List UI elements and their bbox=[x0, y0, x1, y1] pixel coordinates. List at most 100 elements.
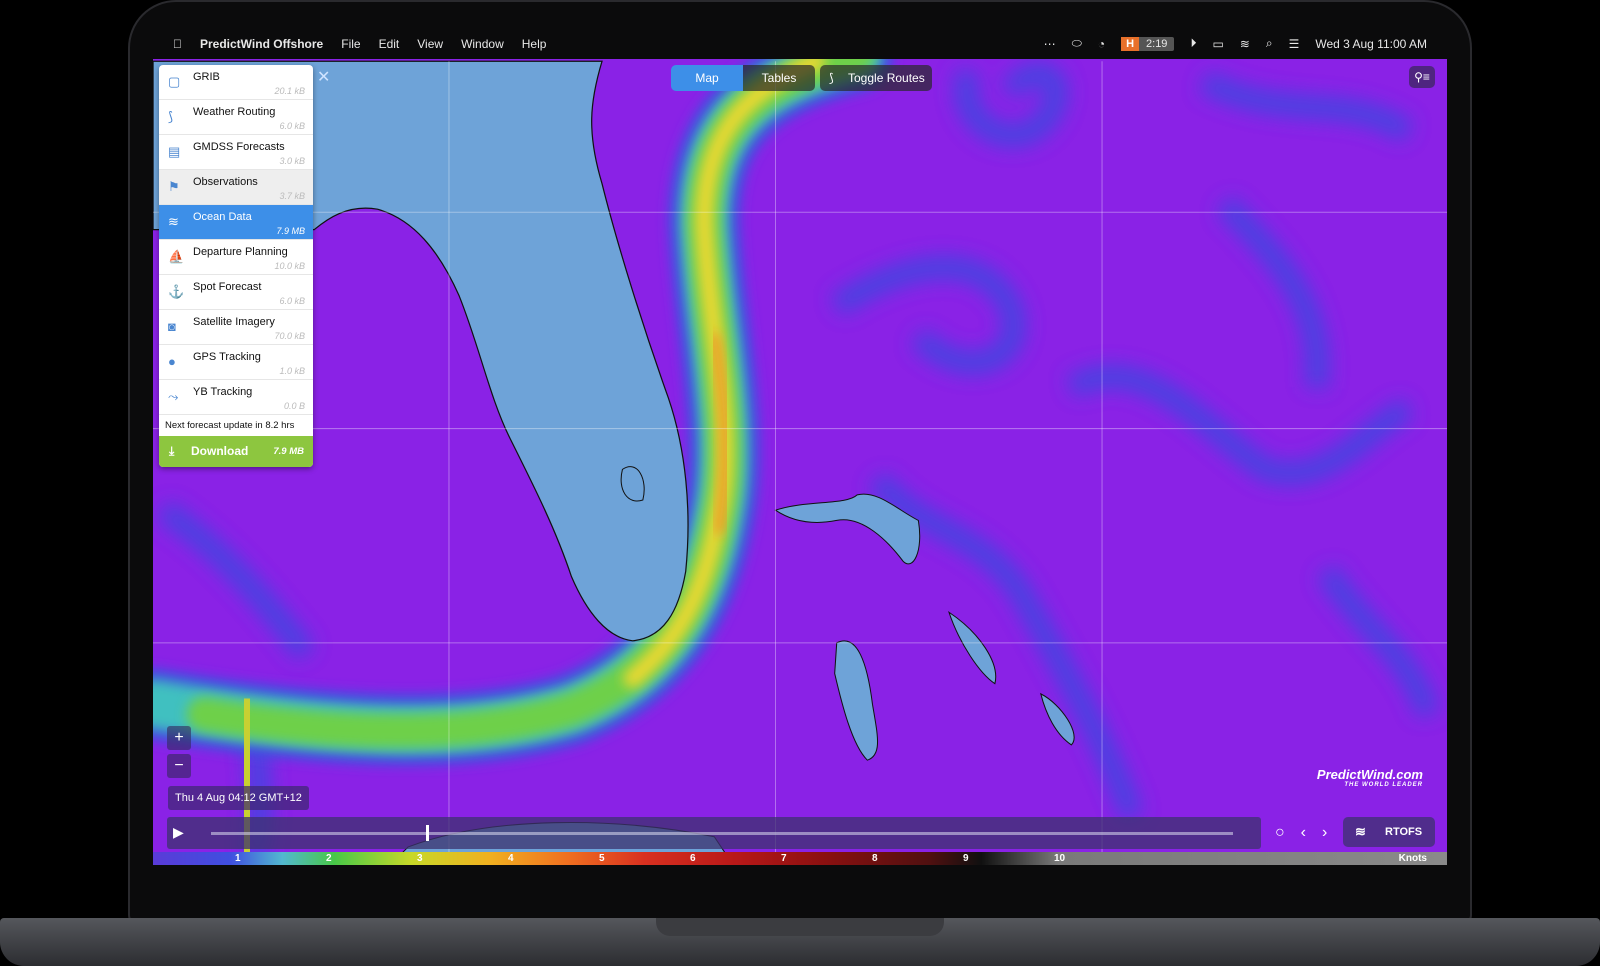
laptop-notch bbox=[656, 918, 944, 936]
download-panel: ▢ GRIB 20.1 kB ⟆ Weather Routing 6.0 kB ▤ GMD… bbox=[159, 65, 313, 467]
pin-icon: ● bbox=[168, 354, 176, 369]
sidebar-item-weather-routing[interactable]: ⟆ Weather Routing 6.0 kB bbox=[159, 100, 313, 135]
current-eddies bbox=[157, 62, 1440, 860]
colorbar-tick: 10 bbox=[1054, 853, 1066, 864]
colorbar-tick: 9 bbox=[963, 853, 969, 864]
menu-view[interactable]: View bbox=[408, 36, 443, 51]
play-circle-icon[interactable]: ⏵ bbox=[1190, 36, 1197, 50]
wifi-icon[interactable]: ≋ bbox=[1239, 36, 1250, 51]
dots-icon[interactable]: ⋯ bbox=[1043, 36, 1056, 51]
sidebar-item-satellite[interactable]: ◙ Satellite Imagery 70.0 kB bbox=[159, 310, 313, 345]
colorbar-tick: 8 bbox=[872, 853, 878, 864]
sidebar-item-observations[interactable]: ⚑ Observations 3.7 kB bbox=[159, 170, 313, 205]
clock[interactable]: Wed 3 Aug 11:00 AM bbox=[1315, 36, 1427, 51]
menu-help[interactable]: Help bbox=[512, 36, 547, 51]
now-circle-icon[interactable]: ○ bbox=[1275, 824, 1285, 841]
item-size: 3.0 kB bbox=[279, 156, 305, 166]
colorbar-tick: 4 bbox=[508, 853, 514, 864]
chevron-left-icon[interactable]: ‹ bbox=[1300, 824, 1306, 841]
menu-window[interactable]: Window bbox=[452, 36, 504, 51]
sidebar-item-grib[interactable]: ▢ GRIB 20.1 kB bbox=[159, 65, 313, 100]
search-icon[interactable]: ⌕ bbox=[1265, 36, 1273, 50]
item-size: 6.0 kB bbox=[279, 121, 305, 131]
grib-icon: ▢ bbox=[168, 74, 181, 89]
timer-badge-letter: H bbox=[1121, 36, 1140, 51]
tab-map[interactable]: Map bbox=[671, 65, 743, 91]
menu-app-name[interactable]: PredictWind Offshore bbox=[191, 36, 323, 51]
item-label: GPS Tracking bbox=[193, 351, 261, 363]
timeline-thumb[interactable] bbox=[425, 825, 429, 841]
item-size: 20.1 kB bbox=[274, 86, 305, 96]
gulf-stream bbox=[153, 59, 893, 865]
gauge-icon[interactable]: ◔ bbox=[1097, 36, 1106, 51]
zoom-in-button[interactable]: + bbox=[167, 726, 191, 750]
item-size: 6.0 kB bbox=[279, 296, 305, 306]
tracker-icon: ⤳ bbox=[168, 389, 179, 404]
colorbar-unit: Knots bbox=[1398, 853, 1427, 864]
ocean-current-map[interactable] bbox=[153, 59, 1447, 865]
view-switcher: Map Tables ⟆ Toggle Routes bbox=[671, 65, 932, 91]
flags-icon: ⚑ bbox=[168, 179, 180, 194]
item-label: Weather Routing bbox=[193, 106, 276, 118]
model-label: RTOFS bbox=[1385, 826, 1423, 838]
timeline-controls: ○ ‹ › bbox=[1261, 817, 1327, 849]
sidebar-item-departure-planning[interactable]: ⛵ Departure Planning 10.0 kB bbox=[159, 240, 313, 275]
sidebar-item-ocean-data[interactable]: ≋ Ocean Data 7.9 MB bbox=[159, 205, 313, 240]
predictwind-logo: PredictWind.com THE WORLD LEADER bbox=[1316, 767, 1423, 788]
zoom-out-button[interactable]: − bbox=[167, 754, 191, 778]
control-center-icon[interactable]: ☰ bbox=[1288, 36, 1300, 51]
chevron-right-icon[interactable]: › bbox=[1322, 824, 1328, 841]
item-label: GMDSS Forecasts bbox=[193, 141, 285, 153]
colorbar-tick: 5 bbox=[599, 853, 605, 864]
camera-icon: ◙ bbox=[168, 319, 176, 334]
colorbar-tick: 1 bbox=[235, 853, 241, 864]
item-label: GRIB bbox=[193, 71, 220, 83]
item-size: 70.0 kB bbox=[274, 331, 305, 341]
download-icon: ⤓ bbox=[169, 444, 175, 458]
menu-edit[interactable]: Edit bbox=[369, 36, 400, 51]
battery-icon[interactable]: ▭ bbox=[1212, 36, 1224, 51]
download-label: Download bbox=[191, 444, 249, 458]
current-model-icon: ≋ bbox=[1355, 824, 1366, 839]
sidebar-item-gmdss[interactable]: ▤ GMDSS Forecasts 3.0 kB bbox=[159, 135, 313, 170]
sailboat-icon: ⛵ bbox=[168, 249, 185, 264]
sidebar-item-gps-tracking[interactable]: ● GPS Tracking 1.0 kB bbox=[159, 345, 313, 380]
apple-icon[interactable]:  bbox=[173, 37, 182, 51]
item-label: Spot Forecast bbox=[193, 281, 262, 293]
waves-icon: ≋ bbox=[168, 214, 179, 229]
app-window: ▢ GRIB 20.1 kB ⟆ Weather Routing 6.0 kB ▤ GMD… bbox=[153, 59, 1447, 865]
pill-icon[interactable]: ⬭ bbox=[1071, 36, 1082, 50]
timer-badge[interactable]: H 2:19 bbox=[1121, 36, 1175, 51]
item-size: 1.0 kB bbox=[279, 366, 305, 376]
menu-file[interactable]: File bbox=[332, 36, 360, 51]
route-icon: ⟆ bbox=[168, 109, 174, 124]
route-icon: ⟆ bbox=[829, 71, 834, 85]
item-label: Observations bbox=[193, 176, 258, 188]
map-gridlines bbox=[153, 61, 1447, 865]
tab-tables[interactable]: Tables bbox=[743, 65, 815, 91]
item-label: YB Tracking bbox=[193, 386, 253, 398]
timer-value: 2:19 bbox=[1146, 37, 1168, 50]
timeline-slider[interactable] bbox=[211, 825, 1233, 841]
colorbar-tick: 3 bbox=[417, 853, 423, 864]
timeline-bar: ▶ bbox=[167, 817, 1261, 849]
item-size: 10.0 kB bbox=[274, 261, 305, 271]
play-icon[interactable]: ▶ bbox=[173, 824, 184, 840]
model-selector[interactable]: ≋ RTOFS bbox=[1343, 817, 1435, 847]
item-label: Satellite Imagery bbox=[193, 316, 275, 328]
item-label: Ocean Data bbox=[193, 211, 252, 223]
item-size: 3.7 kB bbox=[279, 191, 305, 201]
item-size: 7.9 MB bbox=[276, 226, 305, 236]
toggle-routes-button[interactable]: ⟆ Toggle Routes bbox=[820, 65, 932, 91]
colorbar-tick: 2 bbox=[326, 853, 332, 864]
item-size: 0.0 B bbox=[283, 401, 305, 411]
sidebar-item-spot-forecast[interactable]: ⚓ Spot Forecast 6.0 kB bbox=[159, 275, 313, 310]
legend-toggle-icon[interactable]: ⚲≡ bbox=[1409, 66, 1435, 88]
close-panel-icon[interactable]: ✕ bbox=[317, 69, 331, 86]
download-size: 7.9 MB bbox=[273, 446, 304, 457]
item-label: Departure Planning bbox=[193, 246, 288, 258]
download-button[interactable]: ⤓ Download 7.9 MB bbox=[159, 436, 313, 467]
sidebar-item-yb-tracking[interactable]: ⤳ YB Tracking 0.0 B bbox=[159, 380, 313, 415]
colorbar-tick: 7 bbox=[781, 853, 787, 864]
colorbar-tick: 6 bbox=[690, 853, 696, 864]
